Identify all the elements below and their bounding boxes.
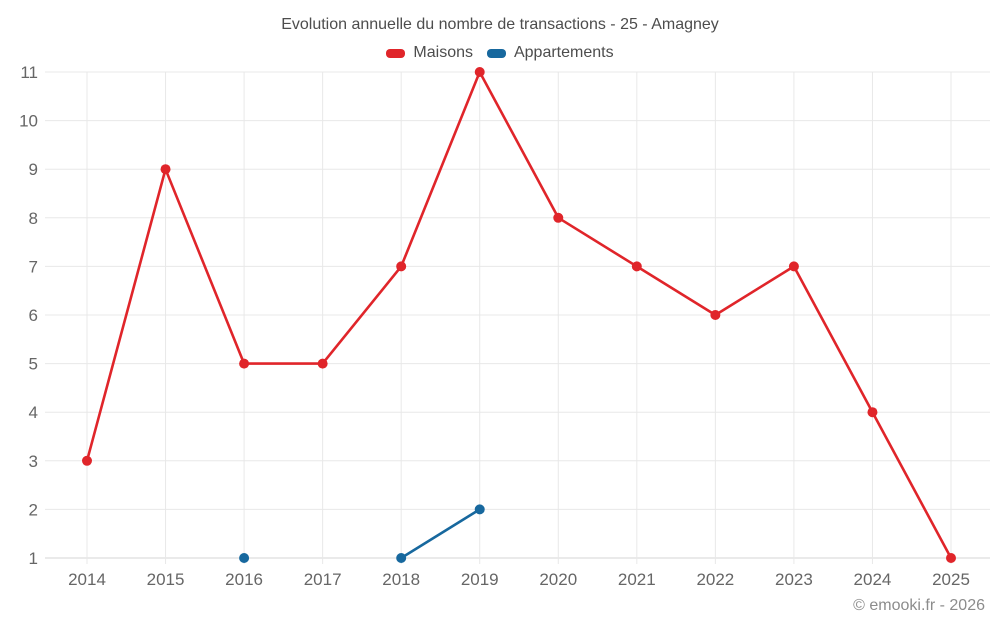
x-tick-label: 2019 [461, 570, 499, 589]
y-tick-label: 7 [29, 257, 38, 276]
x-tick-label: 2024 [854, 570, 892, 589]
y-tick-label: 6 [29, 306, 38, 325]
x-tick-label: 2021 [618, 570, 656, 589]
legend-item-appartements[interactable]: Appartements [486, 44, 614, 62]
y-tick-label: 1 [29, 549, 38, 568]
data-point-appartements-2016[interactable] [239, 553, 250, 563]
series-line-maisons [85, 70, 953, 560]
x-tick-label: 2020 [539, 570, 577, 589]
data-point-maisons-2025[interactable] [946, 553, 956, 563]
appartements-swatch-icon [486, 48, 506, 58]
y-tick-label: 2 [29, 500, 38, 519]
y-tick-label: 9 [29, 160, 38, 179]
x-tick-label: 2016 [225, 570, 263, 589]
x-tick-label: 2018 [382, 570, 420, 589]
x-tick-label: 2015 [147, 570, 185, 589]
y-tick-label: 10 [19, 112, 38, 131]
legend-item-maisons[interactable]: Maisons [386, 44, 473, 62]
data-point-maisons-2017[interactable] [317, 358, 328, 369]
x-tick-label: 2023 [775, 570, 813, 589]
y-tick-label: 8 [29, 209, 38, 228]
data-point-maisons-2016[interactable] [239, 358, 250, 369]
data-point-maisons-2015[interactable] [160, 164, 171, 175]
x-tick-label: 2017 [304, 570, 342, 589]
legend: Maisons Appartements [0, 44, 1000, 62]
x-tick-label: 2025 [932, 570, 970, 589]
data-point-appartements-2018[interactable] [396, 553, 407, 563]
y-tick-label: 3 [29, 452, 38, 471]
data-point-maisons-2014[interactable] [82, 455, 92, 466]
data-point-appartements-2019[interactable] [474, 504, 485, 515]
y-tick-label: 11 [20, 63, 38, 82]
x-tick-label: 2014 [68, 570, 106, 589]
maisons-swatch-icon [386, 48, 406, 58]
data-point-maisons-2023[interactable] [788, 261, 799, 272]
data-point-maisons-2020[interactable] [553, 212, 564, 223]
copyright-text: © emooki.fr - 2026 [853, 597, 985, 614]
data-point-maisons-2021[interactable] [631, 261, 642, 272]
data-point-maisons-2024[interactable] [867, 407, 878, 418]
legend-label-maisons: Maisons [413, 44, 473, 61]
x-tick-label: 2022 [696, 570, 734, 589]
y-tick-label: 4 [29, 403, 38, 422]
data-point-maisons-2022[interactable] [710, 310, 721, 320]
data-point-maisons-2018[interactable] [396, 261, 407, 272]
y-tick-label: 5 [29, 355, 38, 374]
chart-title: Evolution annuelle du nombre de transact… [281, 16, 719, 33]
series-line-appartements [399, 508, 481, 560]
data-point-maisons-2019[interactable] [474, 67, 485, 77]
legend-label-appartements: Appartements [513, 44, 614, 61]
